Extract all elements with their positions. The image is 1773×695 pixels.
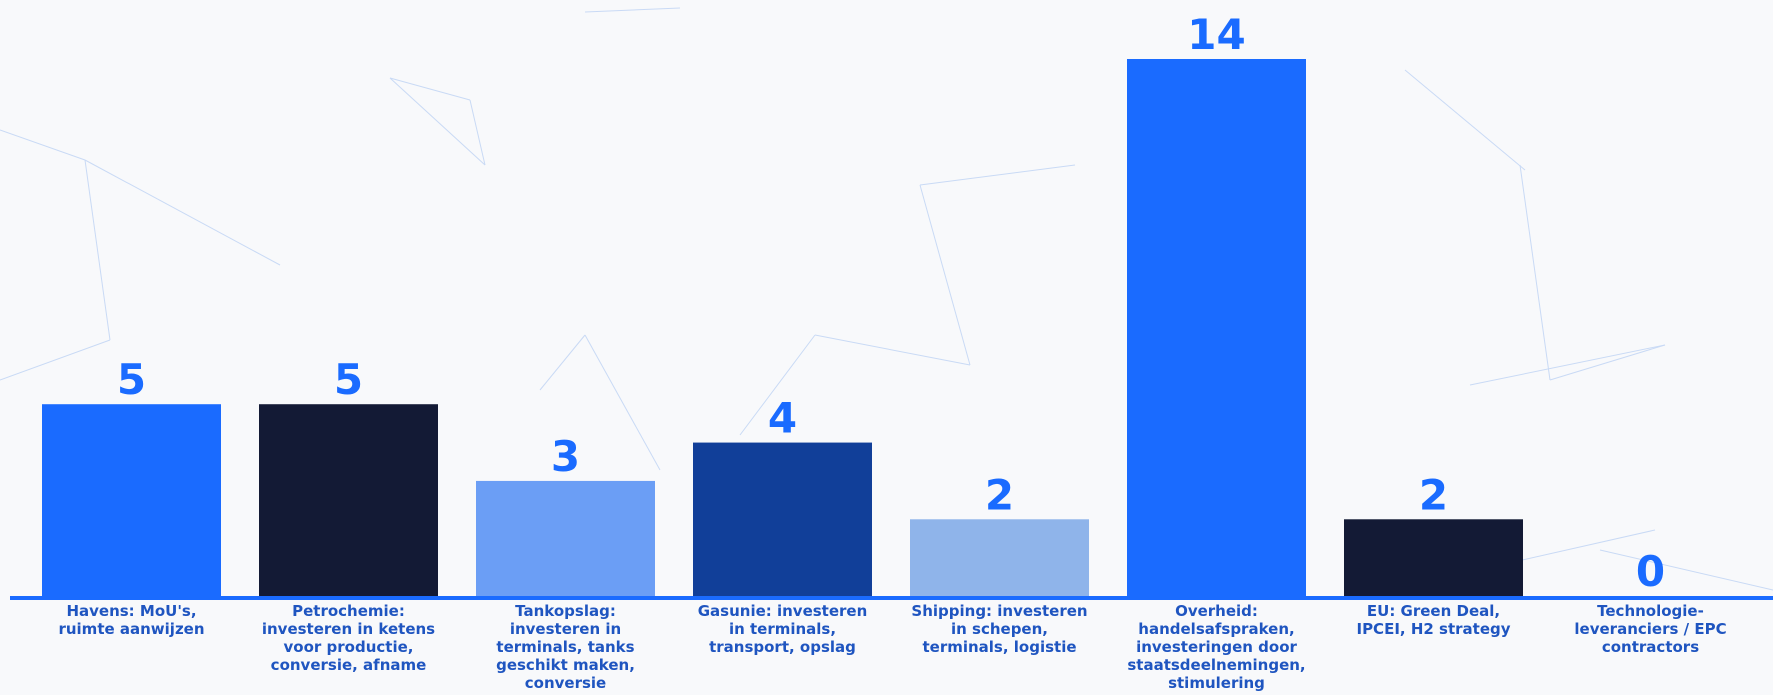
- bar: [693, 442, 872, 596]
- value-label: 2: [1419, 470, 1448, 519]
- x-tick-label: EU: Green Deal, IPCEI, H2 strategy: [1356, 602, 1511, 638]
- value-label: 3: [551, 432, 580, 481]
- bar: [910, 519, 1089, 596]
- value-label: 14: [1187, 10, 1245, 59]
- bar: [1344, 519, 1523, 596]
- x-tick-label: Petrochemie: investeren in ketens voor p…: [261, 602, 436, 674]
- bar: [42, 404, 221, 596]
- value-label: 5: [334, 355, 363, 404]
- value-label: 0: [1636, 547, 1665, 596]
- value-label: 5: [117, 355, 146, 404]
- x-tick-label: Technologie-leveranciers / EPC contracto…: [1574, 602, 1727, 656]
- bar: [476, 480, 655, 596]
- x-tick-label: Tankopslag: investeren in terminals, tan…: [496, 602, 635, 692]
- value-label: 2: [985, 470, 1014, 519]
- bar: [259, 404, 438, 596]
- x-tick-label: Overheid: handelsafspraken, investeringe…: [1127, 602, 1306, 692]
- x-tick-label: Havens: MoU's, ruimte aanwijzen: [58, 602, 205, 638]
- background-network: [0, 7, 1773, 591]
- bar: [1127, 59, 1306, 596]
- x-tick-label: Shipping: investeren in schepen, termina…: [911, 602, 1088, 656]
- value-label: 4: [768, 394, 797, 443]
- x-tick-label: Gasunie: investeren in terminals, transp…: [697, 602, 868, 656]
